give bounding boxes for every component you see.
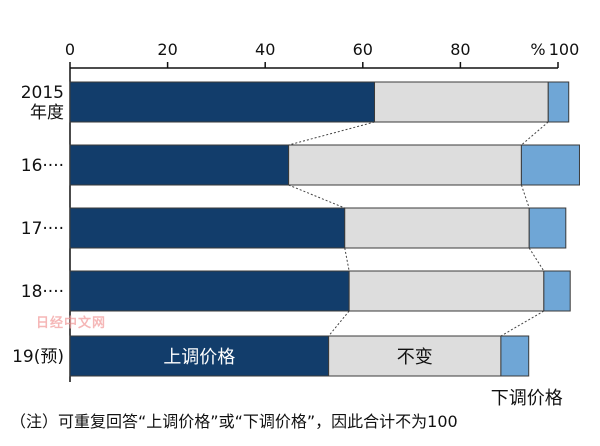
series-label: 不变: [397, 347, 433, 368]
category-label: 年度: [30, 103, 64, 123]
connector-line: [521, 121, 549, 146]
bar-segment: [348, 270, 545, 312]
connector-line: [344, 247, 350, 272]
connector-line: [520, 184, 530, 209]
x-tick-label: 60: [353, 40, 373, 59]
connector-line: [328, 310, 350, 337]
category-label: 19(预): [12, 347, 64, 367]
bar-segment: [520, 144, 580, 186]
category-label: 17····: [21, 219, 64, 239]
watermark-logo: 日经中文网: [36, 316, 107, 331]
x-tick-label: 80: [450, 40, 470, 59]
bar-segment: [547, 81, 570, 123]
bar-segment: [543, 270, 571, 312]
connector-line: [500, 310, 545, 337]
connector-line: [288, 121, 375, 146]
bar-segment: [344, 207, 530, 249]
bar-layer: [69, 81, 580, 377]
x-axis-unit: %: [530, 40, 545, 59]
connector-line: [288, 184, 345, 209]
x-tick-label: 0: [65, 40, 75, 59]
x-tick-label: 20: [157, 40, 177, 59]
bar-segment: [69, 207, 346, 249]
connector-line: [528, 247, 545, 272]
category-label: 16····: [21, 156, 64, 176]
bar-segment: [69, 270, 350, 312]
category-label: 18····: [21, 282, 64, 302]
connector-layer: [288, 121, 549, 337]
bar-segment: [288, 144, 522, 186]
bar-segment: [69, 81, 376, 123]
bar-segment: [374, 81, 549, 123]
series-label: 下调价格: [491, 388, 563, 409]
bar-segment: [528, 207, 567, 249]
chart-note: （注）可重复回答“上调价格”或“下调价格”，因此合计不为100: [10, 412, 458, 431]
x-tick-label: 40: [255, 40, 275, 59]
series-label: 上调价格: [163, 347, 235, 368]
bar-segment: [500, 335, 530, 377]
bar-segment: [69, 144, 290, 186]
x-tick-label: 100: [549, 40, 580, 59]
category-label: 2015: [21, 83, 64, 103]
